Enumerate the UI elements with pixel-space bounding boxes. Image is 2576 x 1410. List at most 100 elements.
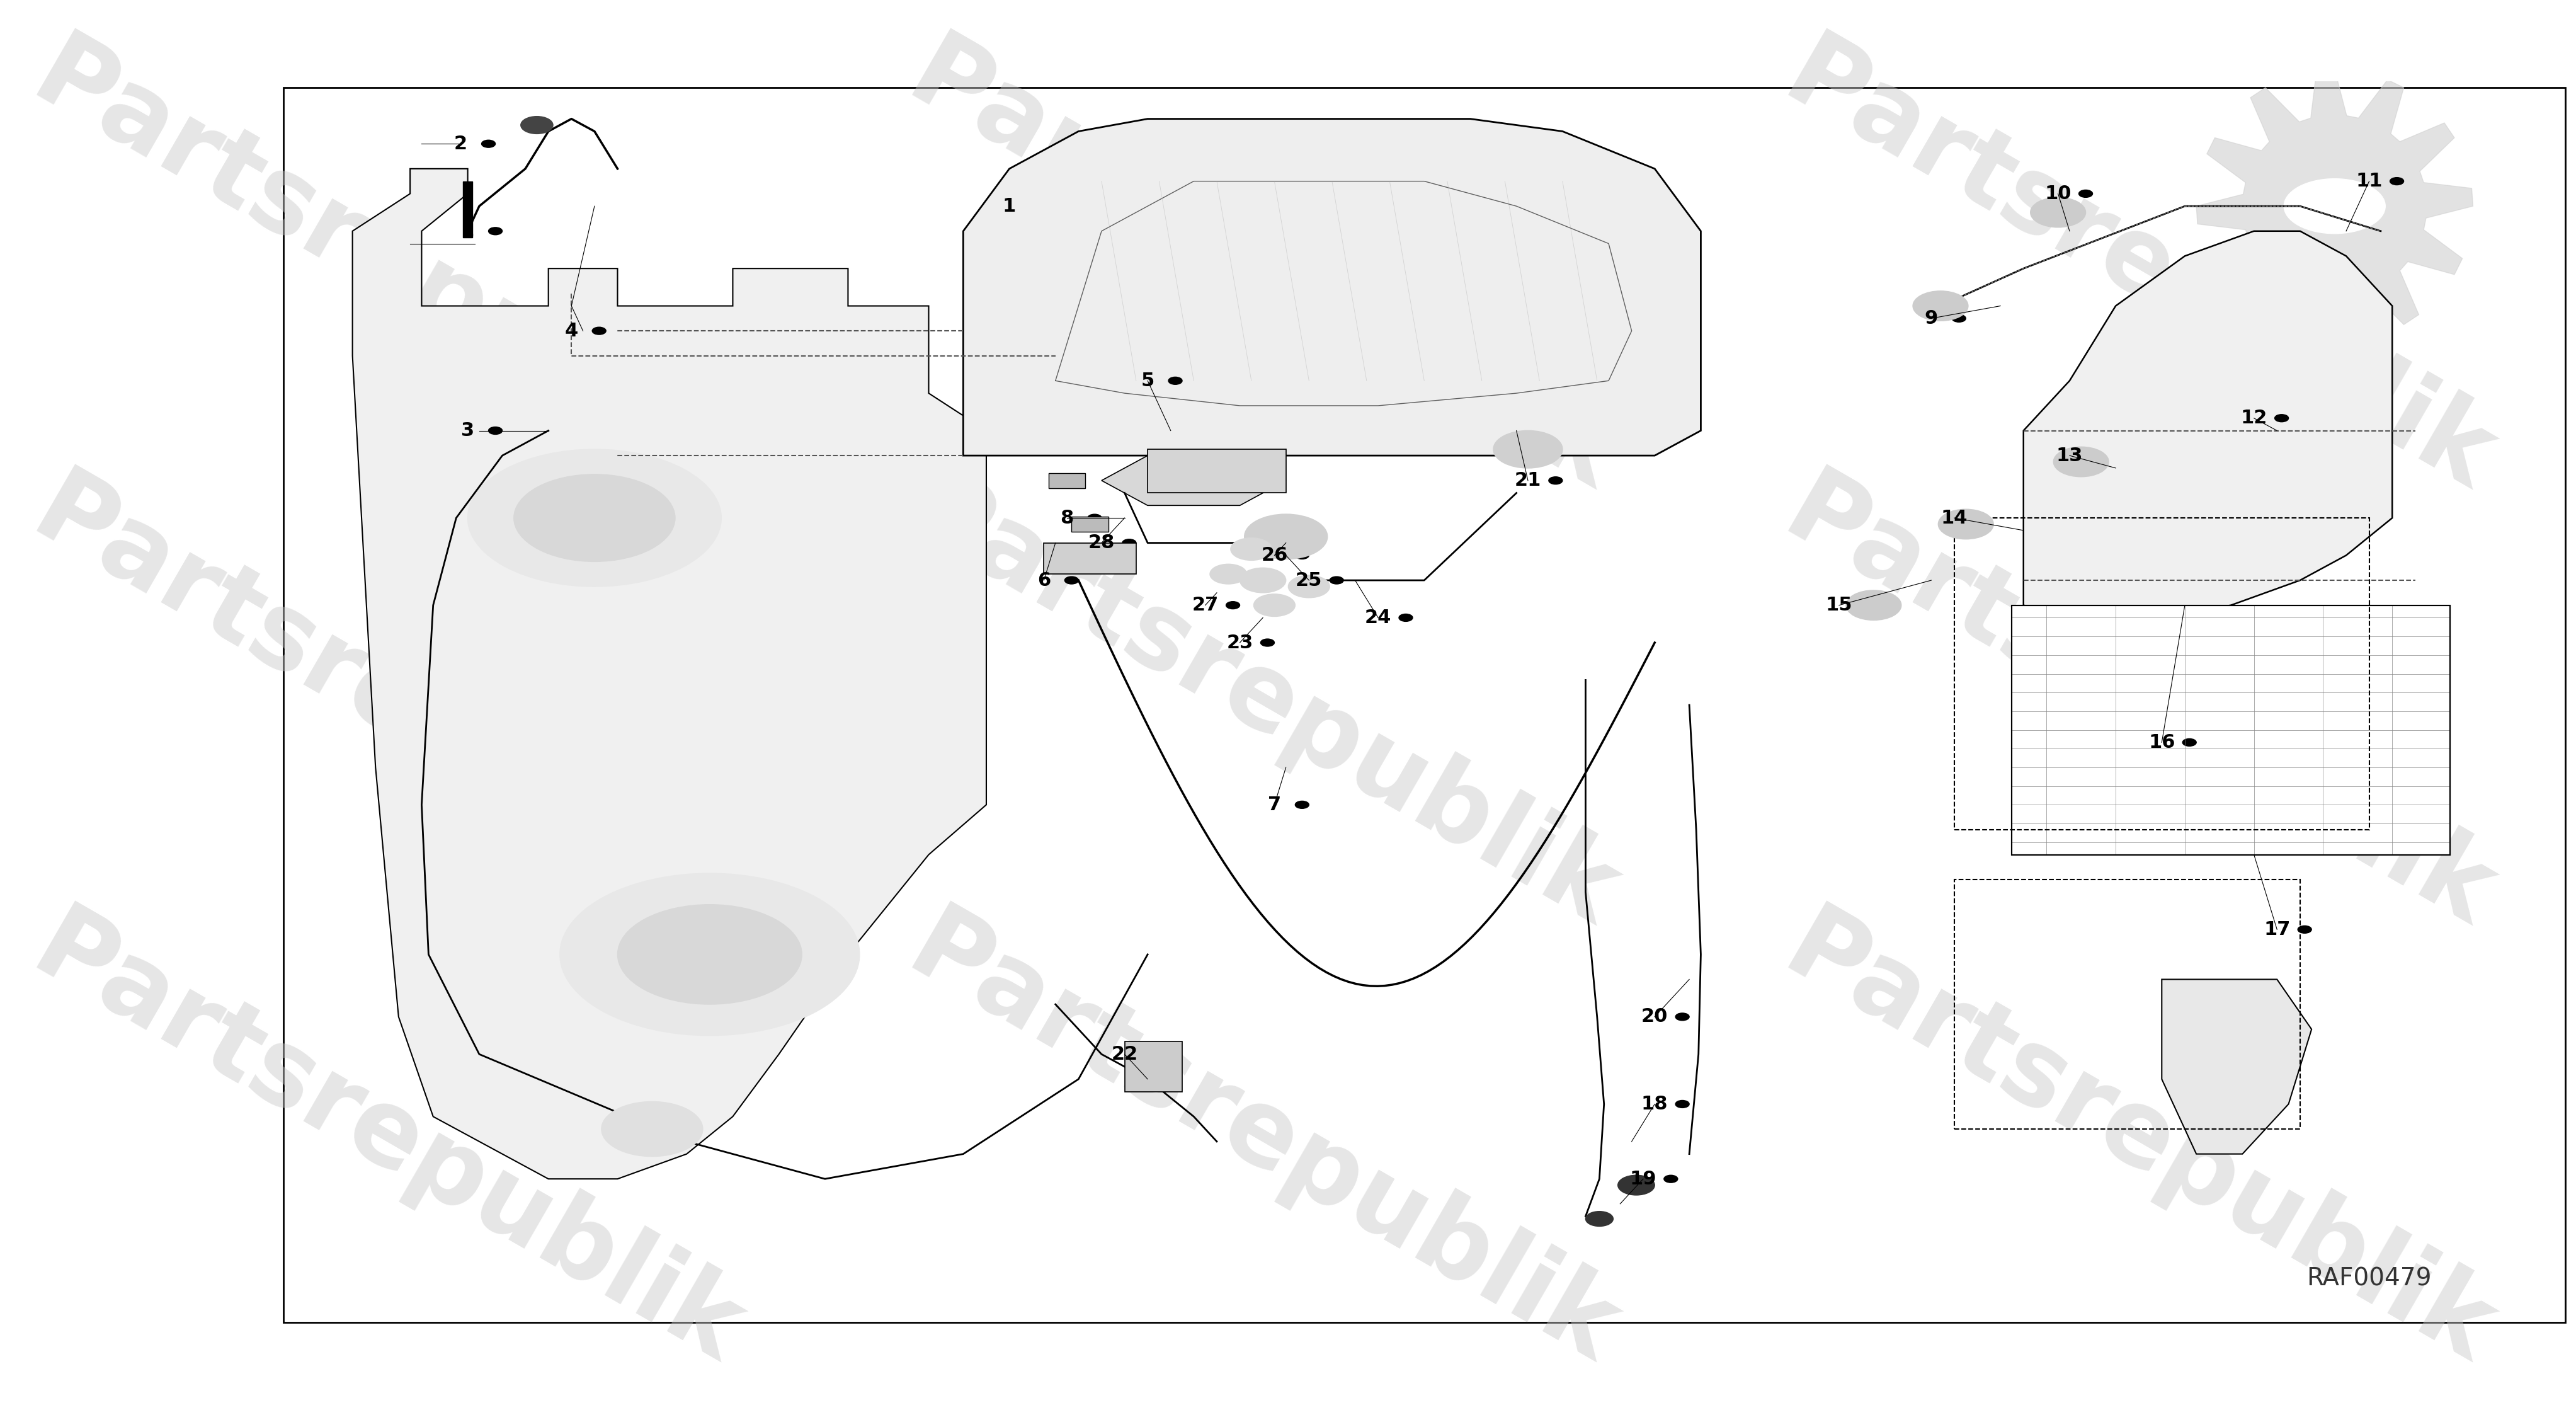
Circle shape: [1674, 1100, 1690, 1108]
Polygon shape: [2195, 69, 2473, 343]
Polygon shape: [2022, 231, 2391, 618]
Bar: [1043, 543, 1136, 574]
Text: Partsrepublik: Partsrepublik: [15, 897, 757, 1386]
Circle shape: [1953, 314, 1965, 321]
Text: 11: 11: [2354, 172, 2383, 190]
Text: 27: 27: [1193, 596, 1218, 615]
Text: 16: 16: [2148, 733, 2174, 752]
Text: 12: 12: [2241, 409, 2267, 427]
Bar: [1048, 472, 1084, 488]
Circle shape: [1296, 551, 1309, 560]
Circle shape: [2391, 178, 2403, 185]
Circle shape: [1255, 594, 1296, 616]
Text: 19: 19: [1631, 1170, 1656, 1189]
Circle shape: [1548, 477, 1561, 484]
Polygon shape: [1103, 455, 1285, 505]
Polygon shape: [464, 182, 471, 237]
Circle shape: [559, 873, 860, 1035]
Circle shape: [1296, 801, 1309, 808]
Circle shape: [1844, 591, 1901, 620]
Circle shape: [1329, 577, 1342, 584]
Bar: [2012, 605, 2450, 854]
Bar: [1072, 516, 1108, 532]
Text: 10: 10: [2045, 185, 2071, 203]
Circle shape: [1911, 290, 1968, 321]
Circle shape: [1167, 376, 1182, 385]
Bar: [1953, 880, 2300, 1129]
Text: 6: 6: [1038, 571, 1051, 589]
Text: 2: 2: [453, 134, 466, 152]
Text: Partsrepublik: Partsrepublik: [15, 461, 757, 949]
Circle shape: [2182, 739, 2195, 746]
Text: 7: 7: [1267, 795, 1280, 814]
Text: 22: 22: [1110, 1045, 1139, 1063]
Circle shape: [2298, 926, 2311, 933]
Circle shape: [1087, 515, 1103, 522]
Circle shape: [469, 450, 721, 587]
Text: 28: 28: [1087, 534, 1115, 551]
Circle shape: [1399, 613, 1412, 622]
Circle shape: [1260, 639, 1275, 646]
Circle shape: [482, 140, 495, 148]
Circle shape: [1664, 1175, 1677, 1183]
Text: Partsrepublik: Partsrepublik: [15, 24, 757, 513]
Circle shape: [600, 1101, 703, 1156]
Text: 24: 24: [1365, 609, 1391, 627]
Circle shape: [2079, 190, 2092, 197]
Text: 21: 21: [1515, 471, 1540, 489]
Text: 3: 3: [461, 422, 474, 440]
Circle shape: [1860, 602, 1873, 609]
Circle shape: [1211, 564, 1247, 584]
Circle shape: [1231, 537, 1273, 560]
Circle shape: [1674, 1012, 1690, 1021]
Circle shape: [1976, 515, 1989, 522]
Circle shape: [1226, 602, 1239, 609]
Text: 1: 1: [461, 221, 474, 240]
Text: 4: 4: [564, 321, 577, 340]
Circle shape: [2053, 447, 2107, 477]
Circle shape: [1239, 568, 1285, 592]
Text: 18: 18: [1641, 1096, 1667, 1114]
Polygon shape: [2161, 980, 2311, 1153]
Text: RAF00479: RAF00479: [2306, 1266, 2432, 1290]
Circle shape: [1244, 515, 1327, 560]
Circle shape: [1494, 430, 1561, 468]
Circle shape: [2030, 197, 2084, 227]
Circle shape: [2282, 179, 2385, 234]
Text: Partsrepublik: Partsrepublik: [1767, 461, 2509, 949]
Bar: [1146, 450, 1285, 493]
Circle shape: [489, 427, 502, 434]
Circle shape: [489, 227, 502, 235]
Text: 5: 5: [1141, 372, 1154, 391]
Text: Partsrepublik: Partsrepublik: [891, 461, 1633, 949]
Circle shape: [1064, 577, 1079, 584]
Text: 17: 17: [2264, 921, 2290, 939]
Text: 25: 25: [1296, 571, 1321, 589]
Circle shape: [2275, 415, 2287, 422]
Circle shape: [1146, 1050, 1159, 1058]
Circle shape: [513, 474, 675, 561]
Text: 23: 23: [1226, 633, 1252, 651]
Circle shape: [1288, 575, 1329, 598]
Circle shape: [592, 327, 605, 334]
Text: 14: 14: [1940, 509, 1968, 527]
Circle shape: [2089, 451, 2105, 460]
Text: 9: 9: [1924, 309, 1937, 327]
Text: Partsrepublik: Partsrepublik: [891, 24, 1633, 513]
Text: Partsrepublik: Partsrepublik: [1767, 24, 2509, 513]
Text: Partsrepublik: Partsrepublik: [1767, 897, 2509, 1386]
Circle shape: [1937, 509, 1994, 539]
Text: 13: 13: [2056, 447, 2081, 465]
Circle shape: [618, 905, 801, 1004]
Text: 1: 1: [1002, 197, 1015, 216]
Text: 15: 15: [1826, 596, 1852, 615]
Text: 8: 8: [1059, 509, 1074, 527]
Polygon shape: [963, 118, 1700, 455]
Bar: [2012, 605, 2450, 854]
Text: Partsrepublik: Partsrepublik: [891, 897, 1633, 1386]
Circle shape: [1584, 1211, 1613, 1227]
Circle shape: [1123, 539, 1136, 547]
Bar: [1123, 1042, 1182, 1091]
Circle shape: [520, 117, 554, 134]
Bar: [1953, 517, 2367, 829]
